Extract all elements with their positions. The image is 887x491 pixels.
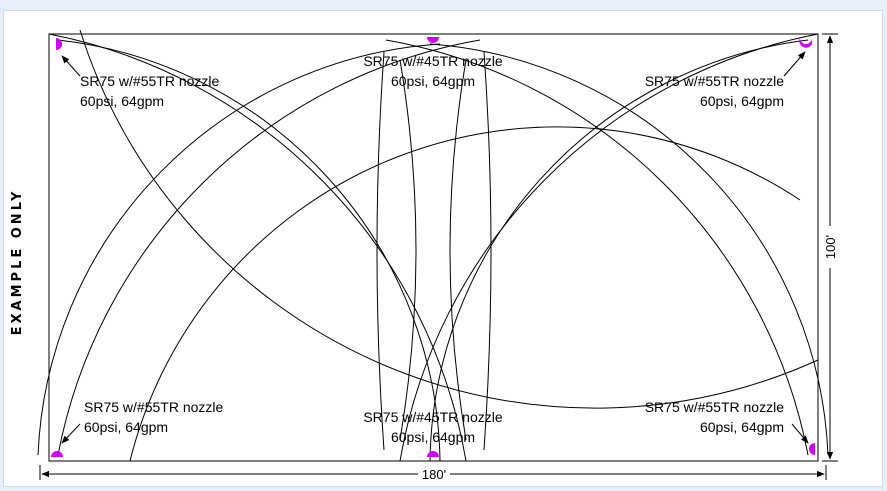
label-bottom-right-model: SR75 w/#55TR nozzle xyxy=(645,399,785,415)
coverage-arc-top-right xyxy=(399,33,819,462)
width-dimension: 180' xyxy=(39,465,827,482)
sprinkler-head-top-left xyxy=(56,38,62,50)
coverage-arc-bottom-left-inner xyxy=(57,39,481,456)
sprinkler-heads xyxy=(51,37,815,457)
label-top-center-flow: 60psi, 64gpm xyxy=(391,73,475,89)
coverage-arc-center-left xyxy=(376,51,385,451)
coverage-arc-bottom-span xyxy=(79,29,819,409)
callout-arrow-top-left xyxy=(61,55,81,77)
width-label: 180' xyxy=(422,467,446,482)
label-top-left-flow: 60psi, 64gpm xyxy=(80,93,164,109)
sprinkler-head-top-center xyxy=(427,37,439,43)
coverage-arc-top-left xyxy=(49,34,467,461)
label-top-left-model: SR75 w/#55TR nozzle xyxy=(80,73,220,89)
label-bottom-center-flow: 60psi, 64gpm xyxy=(391,429,475,445)
sprinkler-head-bottom-center xyxy=(427,451,439,457)
label-bottom-left-flow: 60psi, 64gpm xyxy=(84,419,168,435)
sprinkler-head-bottom-right xyxy=(809,443,815,455)
callout-arrow-top-right xyxy=(783,51,806,77)
coverage-arc-center-top xyxy=(399,59,417,441)
label-bottom-left-model: SR75 w/#55TR nozzle xyxy=(84,399,224,415)
label-top-right-flow: 60psi, 64gpm xyxy=(700,93,784,109)
coverage-arc-center-bottom xyxy=(449,59,467,441)
coverage-arc-top-left-outer xyxy=(57,39,441,462)
callout-arrow-bottom-right xyxy=(791,423,809,444)
coverage-arcs xyxy=(37,29,829,462)
diagram-frame xyxy=(3,10,883,487)
sprinkler-head-top-right xyxy=(799,38,812,48)
callout-arrow-bottom-left xyxy=(61,423,81,444)
sprinkler-head-bottom-left xyxy=(51,451,63,457)
example-only-label: EXAMPLE ONLY xyxy=(10,189,25,336)
label-top-center-model: SR75 w/#45TR nozzle xyxy=(363,53,503,69)
coverage-arc-center-right xyxy=(483,51,492,451)
coverage-arc-bottom-left xyxy=(37,43,441,456)
label-top-right-model: SR75 w/#55TR nozzle xyxy=(645,73,785,89)
sprinkler-labels: SR75 w/#55TR nozzle 60psi, 64gpm SR75 w/… xyxy=(80,53,784,445)
coverage-arc-top-right-outer xyxy=(429,39,809,462)
callout-arrows xyxy=(61,51,809,444)
label-bottom-center-model: SR75 w/#45TR nozzle xyxy=(363,409,503,425)
label-bottom-right-flow: 60psi, 64gpm xyxy=(700,419,784,435)
field-boundary xyxy=(48,33,819,462)
height-dimension: 100' xyxy=(822,33,838,462)
height-label: 100' xyxy=(823,235,838,259)
coverage-arc-top-span xyxy=(129,126,801,462)
coverage-arc-bottom-right xyxy=(429,43,829,456)
coverage-arc-bottom-right-inner xyxy=(385,39,809,456)
